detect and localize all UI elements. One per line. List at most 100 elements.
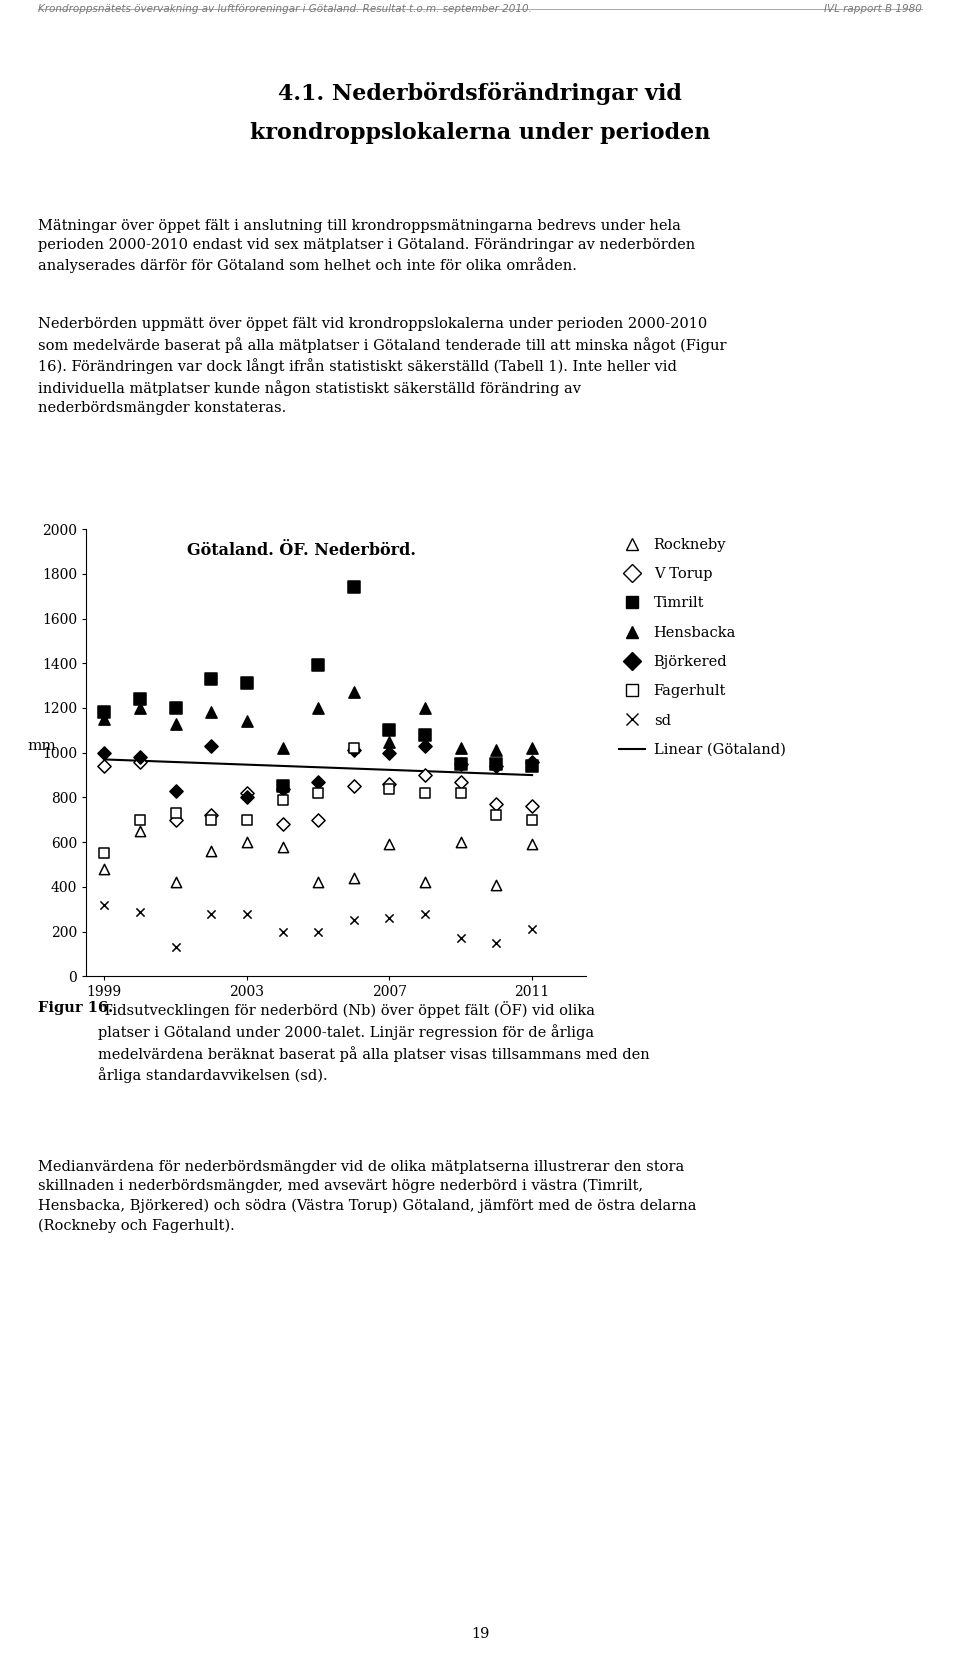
Point	[97, 753, 112, 779]
Point	[239, 900, 254, 926]
Point	[310, 779, 325, 806]
Point	[524, 806, 540, 833]
Text: IVL rapport B 1980: IVL rapport B 1980	[824, 3, 922, 13]
Point	[132, 818, 148, 845]
Point	[97, 891, 112, 918]
Point	[310, 694, 325, 721]
Point	[489, 753, 504, 779]
Point	[97, 739, 112, 766]
Point	[524, 734, 540, 761]
Point	[453, 751, 468, 778]
Point	[168, 935, 183, 961]
Text: Götaland. ÖF. Nederbörd.: Götaland. ÖF. Nederbörd.	[186, 542, 416, 559]
Point	[239, 806, 254, 833]
Point	[132, 686, 148, 713]
Point	[524, 753, 540, 779]
Point	[418, 721, 433, 748]
Point	[524, 916, 540, 943]
Point	[347, 773, 362, 799]
Point	[275, 833, 290, 860]
Point	[382, 831, 397, 858]
Point	[204, 733, 219, 759]
Point	[453, 779, 468, 806]
Text: krondroppslokalerna under perioden: krondroppslokalerna under perioden	[250, 122, 710, 144]
Point	[489, 871, 504, 898]
Y-axis label: mm: mm	[27, 739, 56, 753]
Point	[418, 733, 433, 759]
Point	[453, 768, 468, 794]
Point	[489, 930, 504, 956]
Point	[347, 908, 362, 935]
Point	[347, 865, 362, 891]
Point	[168, 806, 183, 833]
Point	[132, 744, 148, 771]
Point	[347, 738, 362, 764]
Point	[382, 905, 397, 931]
Point	[489, 751, 504, 778]
Point	[453, 925, 468, 951]
Point	[275, 773, 290, 799]
Point	[97, 699, 112, 726]
Point	[347, 734, 362, 761]
Point	[275, 734, 290, 761]
Text: Nederbörden uppmätt över öppet fält vid krondroppslokalerna under perioden 2000-: Nederbörden uppmätt över öppet fält vid …	[38, 317, 727, 416]
Point	[524, 748, 540, 774]
Point	[168, 778, 183, 804]
Point	[382, 728, 397, 754]
Point	[204, 666, 219, 693]
Point	[382, 739, 397, 766]
Point	[132, 748, 148, 774]
Point	[132, 898, 148, 925]
Point	[453, 734, 468, 761]
Point	[453, 751, 468, 778]
Point	[275, 786, 290, 813]
Point	[204, 806, 219, 833]
Point	[239, 829, 254, 856]
Point	[239, 708, 254, 734]
Point	[204, 838, 219, 865]
Point	[132, 694, 148, 721]
Point	[382, 718, 397, 744]
Point	[418, 694, 433, 721]
Point	[275, 811, 290, 838]
Point	[132, 806, 148, 833]
Point	[418, 900, 433, 926]
Text: Mätningar över öppet fält i anslutning till krondroppsmätningarna bedrevs under : Mätningar över öppet fält i anslutning t…	[38, 219, 696, 274]
Point	[310, 653, 325, 679]
Point	[418, 761, 433, 788]
Point	[97, 840, 112, 866]
Text: 19: 19	[470, 1627, 490, 1641]
Point	[204, 900, 219, 926]
Point	[310, 870, 325, 896]
Legend: Rockneby, V Torup, Timrilt, Hensbacka, Björkered, Fagerhult, sd, Linear (Götalan: Rockneby, V Torup, Timrilt, Hensbacka, B…	[612, 532, 791, 763]
Point	[310, 918, 325, 945]
Point	[310, 768, 325, 794]
Text: Tidsutvecklingen för nederbörd (Nb) över öppet fält (ÖF) vid olika
platser i Göt: Tidsutvecklingen för nederbörd (Nb) över…	[98, 1001, 650, 1083]
Point	[204, 699, 219, 726]
Point	[275, 918, 290, 945]
Point	[204, 803, 219, 829]
Point	[97, 706, 112, 733]
Point	[275, 774, 290, 801]
Text: Figur 16.: Figur 16.	[38, 1001, 113, 1015]
Point	[239, 779, 254, 806]
Point	[310, 806, 325, 833]
Text: Krondroppsnätets övervakning av luftföroreningar i Götaland. Resultat t.o.m. sep: Krondroppsnätets övervakning av luftföro…	[38, 3, 532, 13]
Point	[382, 774, 397, 801]
Point	[418, 779, 433, 806]
Point	[97, 856, 112, 883]
Point	[489, 791, 504, 818]
Point	[168, 870, 183, 896]
Point	[168, 694, 183, 721]
Point	[418, 870, 433, 896]
Text: 4.1. Nederbördsförändringar vid: 4.1. Nederbördsförändringar vid	[278, 82, 682, 105]
Point	[347, 574, 362, 601]
Point	[524, 831, 540, 858]
Point	[239, 669, 254, 696]
Point	[382, 771, 397, 798]
Point	[453, 829, 468, 856]
Point	[347, 679, 362, 706]
Point	[489, 738, 504, 764]
Point	[168, 711, 183, 738]
Point	[524, 793, 540, 819]
